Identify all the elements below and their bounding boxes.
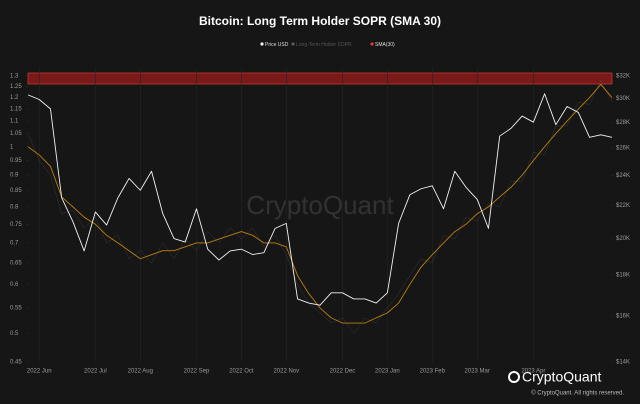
x-tick-label: 2023 Jan — [375, 369, 400, 375]
x-tick-label: 2022 Jun — [27, 369, 52, 375]
y-tick-label: 0.65 — [10, 260, 22, 266]
y-tick-label: 1.05 — [10, 131, 22, 137]
y-tick-label: 0.95 — [10, 158, 22, 164]
y-tick-label: 1.15 — [10, 107, 22, 113]
x-tick-label: 2023 Mar — [465, 369, 490, 375]
legend-marker — [291, 42, 295, 46]
y2-tick-label: $30K — [616, 96, 630, 102]
y2-tick-label: $14K — [616, 360, 630, 366]
y-tick-label: 1.2 — [10, 95, 19, 101]
y2-tick-label: $24K — [616, 173, 630, 179]
y2-tick-label: $32K — [616, 74, 630, 80]
y2-tick-label: $16K — [616, 313, 630, 319]
line-series — [27, 79, 613, 334]
line-series — [27, 83, 613, 324]
y-tick-label: 0.6 — [10, 282, 19, 288]
y2-tick-label: $22K — [616, 203, 630, 209]
y2-tick-label: $18K — [616, 273, 630, 279]
y-tick-label: 0.55 — [10, 305, 22, 311]
y2-tick-label: $28K — [616, 120, 630, 126]
x-tick-label: 2022 Oct — [229, 369, 254, 375]
y-tick-label: 1.1 — [10, 119, 19, 125]
y-tick-label: 0.75 — [10, 222, 22, 228]
legend-marker — [370, 42, 374, 46]
x-tick-label: 2022 Sep — [184, 369, 210, 375]
brand: CryptoQuant — [522, 369, 601, 385]
y-tick-label: 1.25 — [10, 84, 22, 90]
x-tick-label: 2022 Dec — [330, 369, 356, 375]
logo: CryptoQuant © CryptoQuant. All rights re… — [508, 369, 624, 397]
legend-label: Long-Term Holder SOPR — [296, 42, 352, 48]
y-tick-label: 0.5 — [10, 331, 19, 337]
y-tick-label: 1 — [10, 144, 14, 150]
y-tick-label: 0.9 — [10, 173, 19, 179]
logo-icon — [508, 371, 520, 383]
x-tick-label: 2022 Nov — [273, 369, 299, 375]
y-tick-label: 1.3 — [10, 74, 19, 80]
legend: Price USD Long-Term Holder SOPR SMA(30) — [260, 42, 395, 48]
y2-tick-label: $26K — [616, 145, 630, 151]
line-series — [27, 93, 613, 306]
legend-label: SMA(30) — [375, 42, 395, 48]
y-tick-label: 0.8 — [10, 204, 19, 210]
copyright: © CryptoQuant. All rights reserved. — [531, 390, 624, 397]
x-tick-label: 2022 Jul — [84, 369, 107, 375]
y2-tick-label: $20K — [616, 236, 630, 242]
highlight-band — [27, 72, 613, 85]
chart-title: Bitcoin: Long Term Holder SOPR (SMA 30) — [199, 14, 441, 28]
x-tick-label: 2022 Aug — [128, 369, 153, 375]
legend-label: Price USD — [265, 42, 289, 48]
y-tick-label: 0.85 — [10, 188, 22, 194]
y-tick-label: 0.7 — [10, 240, 19, 246]
legend-marker — [260, 42, 264, 46]
x-tick-label: 2023 Feb — [420, 369, 446, 375]
y-tick-label: 0.45 — [10, 360, 22, 366]
watermark: CryptoQuant — [246, 190, 394, 220]
x-tick-label: 2023 Apr — [521, 369, 545, 375]
